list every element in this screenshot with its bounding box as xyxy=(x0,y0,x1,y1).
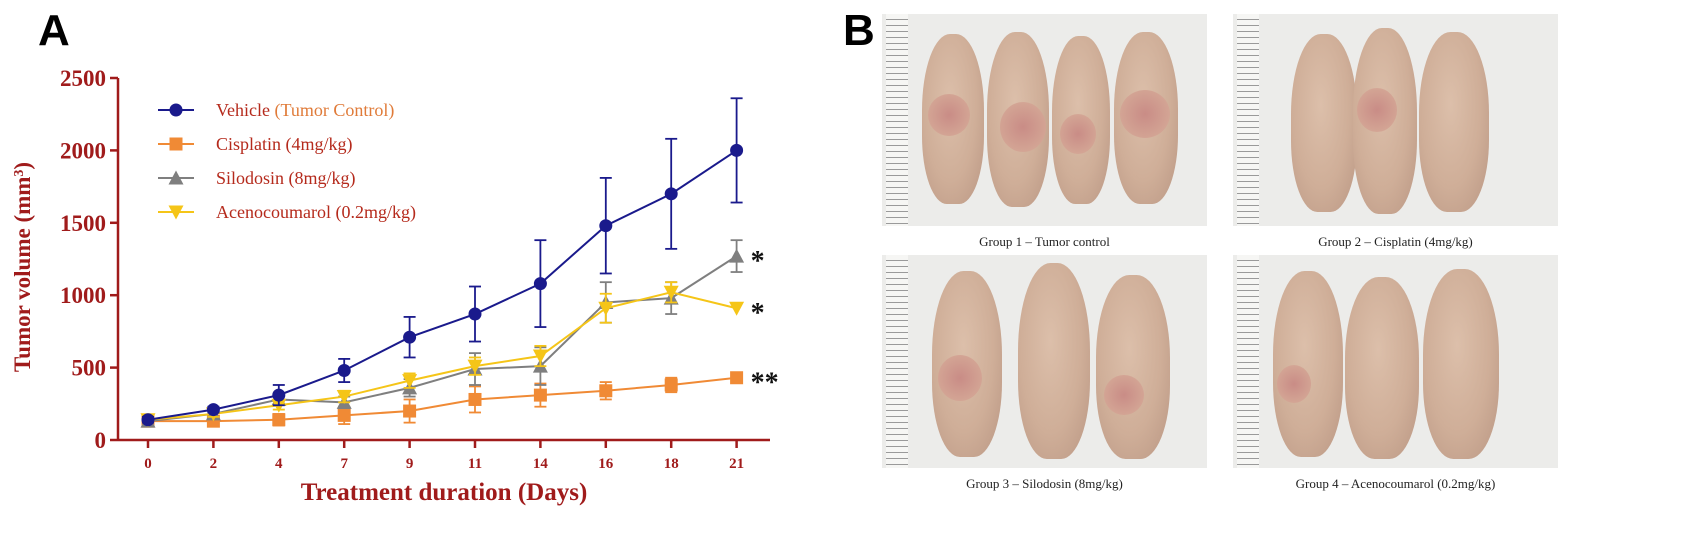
mouse xyxy=(1291,34,1357,212)
data-point xyxy=(272,388,286,402)
data-point xyxy=(533,388,547,402)
data-point xyxy=(533,277,547,291)
data-point xyxy=(599,219,613,233)
series-acenocoumarol xyxy=(142,281,737,423)
legend-marker xyxy=(168,170,184,185)
data-point xyxy=(468,307,482,321)
x-tick-label: 2 xyxy=(210,456,218,472)
data-point xyxy=(598,301,614,316)
y-tick-label: 2000 xyxy=(60,138,106,163)
ruler xyxy=(1237,14,1259,226)
x-tick-label: 4 xyxy=(275,456,283,472)
tumor xyxy=(1104,375,1144,415)
tumor xyxy=(928,94,970,136)
photo-group-1 xyxy=(882,14,1207,226)
data-point xyxy=(403,330,417,344)
ruler xyxy=(886,14,908,226)
x-tick-label: 14 xyxy=(533,456,549,472)
panel-b-label: B xyxy=(843,6,875,55)
series-vehicle xyxy=(142,97,743,424)
photo-group-4 xyxy=(1233,255,1558,468)
tumor xyxy=(938,355,982,401)
data-point xyxy=(664,187,678,201)
legend-label: Acenocoumarol (0.2mg/kg) xyxy=(216,202,416,223)
x-tick-label: 7 xyxy=(340,456,348,472)
y-tick-label: 1000 xyxy=(60,283,106,308)
y-tick-label: 1500 xyxy=(60,211,106,236)
x-tick-label: 9 xyxy=(406,456,414,472)
x-axis-title: Treatment duration (Days) xyxy=(301,479,588,506)
y-axis-title: Tumor volume (mm3) xyxy=(10,162,35,372)
x-tick-label: 21 xyxy=(729,456,744,472)
x-tick-label: 16 xyxy=(598,456,614,472)
tumor xyxy=(1000,102,1046,152)
data-point xyxy=(337,363,351,377)
legend-marker xyxy=(168,205,184,220)
series-line xyxy=(147,255,738,423)
caption-group-3: Group 3 – Silodosin (8mg/kg) xyxy=(966,476,1123,491)
tumor xyxy=(1060,114,1096,154)
ruler xyxy=(886,255,908,468)
series-line xyxy=(148,376,737,423)
photo-group-3 xyxy=(882,255,1207,468)
y-tick-label: 500 xyxy=(72,356,107,381)
ruler xyxy=(1237,255,1259,468)
legend-marker xyxy=(169,103,183,117)
mouse xyxy=(1096,275,1170,459)
data-point xyxy=(336,390,352,405)
legend-label: Cisplatin (4mg/kg) xyxy=(216,134,353,155)
data-point xyxy=(403,404,417,418)
photo-group-2 xyxy=(1233,14,1558,226)
data-point xyxy=(730,371,744,385)
data-point xyxy=(402,374,418,389)
mouse xyxy=(1423,269,1499,459)
data-point xyxy=(730,143,744,157)
mouse xyxy=(1345,277,1419,459)
caption-group-2: Group 2 – Cisplatin (4mg/kg) xyxy=(1318,234,1473,249)
significance-marker: * xyxy=(751,246,765,277)
tumor xyxy=(1357,88,1397,132)
x-tick-label: 18 xyxy=(664,456,679,472)
data-point xyxy=(337,408,351,422)
y-tick-label: 2500 xyxy=(60,66,106,91)
series-line xyxy=(147,291,737,421)
tumor-volume-chart: 0 500 1000 1500 2000 2500 0 2 4 7 9 11 14 16 18 21 Treat… xyxy=(10,66,779,506)
series-silodosin xyxy=(142,239,743,424)
data-point xyxy=(599,384,613,398)
data-point xyxy=(729,248,745,263)
data-point xyxy=(206,403,220,417)
mouse xyxy=(1273,271,1343,457)
data-point xyxy=(729,301,745,316)
series-cisplatin xyxy=(142,373,743,427)
caption-group-1: Group 1 – Tumor control xyxy=(979,234,1110,249)
series-line xyxy=(147,149,738,421)
data-point xyxy=(141,413,155,427)
data-point xyxy=(467,359,483,374)
panel-a-label: A xyxy=(38,6,70,55)
data-point xyxy=(664,378,678,392)
legend-marker xyxy=(169,137,183,151)
legend-label: Silodosin (8mg/kg) xyxy=(216,168,356,189)
significance-marker: * xyxy=(751,298,765,329)
significance-marker: ** xyxy=(751,368,779,399)
data-point xyxy=(663,285,679,300)
caption-group-4: Group 4 – Acenocoumarol (0.2mg/kg) xyxy=(1295,476,1496,491)
data-point xyxy=(468,392,482,406)
y-tick-label: 0 xyxy=(95,428,107,453)
tumor xyxy=(1120,90,1170,138)
legend-label: Vehicle (Tumor Control) xyxy=(216,100,394,121)
tumor xyxy=(1277,365,1311,403)
data-point xyxy=(532,349,548,364)
x-tick-label: 11 xyxy=(468,456,482,472)
mouse xyxy=(1018,263,1090,459)
data-point xyxy=(272,413,286,427)
x-tick-label: 0 xyxy=(144,456,152,472)
mouse xyxy=(1419,32,1489,212)
